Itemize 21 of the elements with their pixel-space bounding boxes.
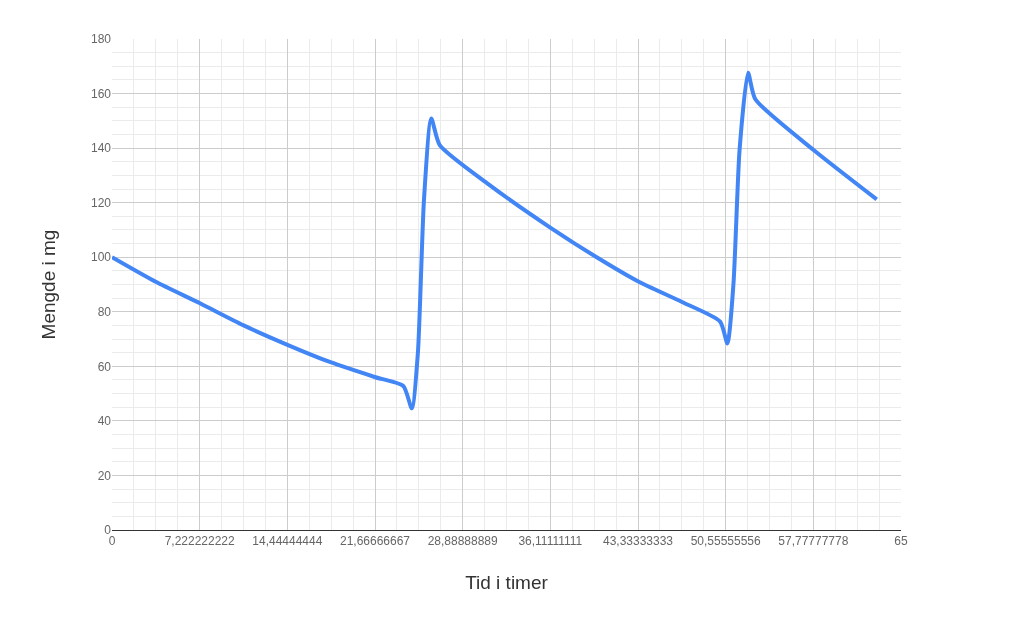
x-tick-label: 65 [894, 534, 908, 549]
y-tick-label: 180 [90, 32, 112, 47]
x-tick-label: 21,66666667 [339, 534, 411, 549]
x-tick-label: 28,88888889 [427, 534, 499, 549]
y-tick-label: 120 [90, 195, 112, 210]
y-tick-label: 80 [97, 304, 112, 319]
x-tick-label: 14,44444444 [252, 534, 323, 549]
x-tick-label: 7,222222222 [164, 534, 236, 549]
x-tick-label: 36,11111111 [518, 534, 583, 549]
y-axis-title: Mengde i mg [37, 229, 59, 340]
x-tick-label: 50,55555556 [690, 534, 762, 549]
y-tick-label: 160 [90, 86, 112, 101]
x-tick-label: 43,33333333 [602, 534, 674, 549]
x-axis-title: Tid i timer [465, 572, 549, 594]
y-tick-label: 20 [97, 468, 112, 483]
y-tick-label: 100 [90, 250, 112, 265]
line-series [112, 70, 879, 411]
y-tick-label: 60 [97, 359, 112, 374]
y-tick-label: 40 [97, 414, 112, 429]
y-tick-label: 140 [90, 141, 112, 156]
x-tick-label: 57,77777778 [778, 534, 849, 549]
